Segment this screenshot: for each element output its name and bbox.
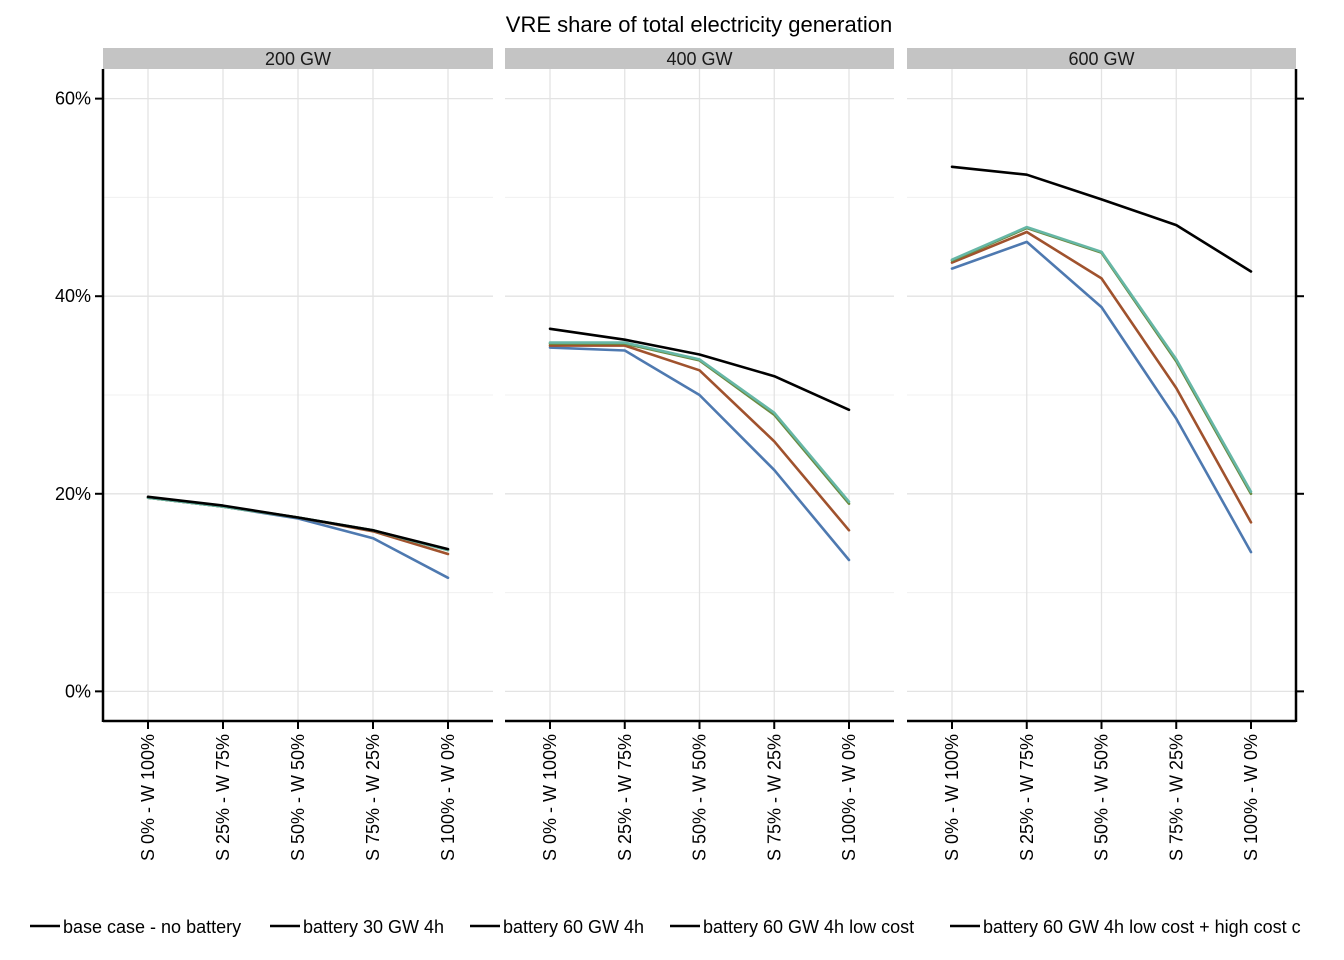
facet-strip-label: 600 GW [1068, 49, 1134, 69]
series-line [548, 327, 851, 412]
legend-label: battery 30 GW 4h [303, 917, 444, 937]
series-line [950, 240, 1253, 554]
chart-title: VRE share of total electricity generatio… [506, 12, 892, 37]
x-tick-label: S 50% - W 50% [1092, 734, 1112, 861]
series-line [548, 341, 851, 504]
panel-1: 200 GW S 0% - W 100% S 25% - W 75% S 50% - … [103, 48, 493, 861]
legend-label: battery 60 GW 4h low cost [703, 917, 914, 937]
x-tick-label: S 50% - W 50% [288, 734, 308, 861]
x-tick-label: S 0% - W 100% [540, 734, 560, 861]
y-tick-label: 60% [55, 89, 91, 109]
facet-strip-label: 200 GW [265, 49, 331, 69]
facet-strip-label: 400 GW [666, 49, 732, 69]
series-line [950, 225, 1253, 494]
x-tick-label: S 100% - W 0% [438, 734, 458, 861]
panel-3: 600 GW S 0% - W 100% S 25% - W 75% S 50% - … [907, 48, 1296, 861]
x-tick-label: S 100% - W 0% [839, 734, 859, 861]
panel-2: 400 GW S 0% - W 100% S 25% - W 75% S 50% - … [505, 48, 894, 861]
x-tick-label: S 25% - W 75% [615, 734, 635, 861]
x-tick-label: S 75% - W 25% [764, 734, 784, 861]
series-line [950, 165, 1253, 273]
facet-strip [505, 48, 894, 69]
x-tick-label: S 25% - W 75% [213, 734, 233, 861]
series-line [548, 346, 851, 562]
x-tick-label: S 50% - W 50% [690, 734, 710, 861]
x-tick-label: S 75% - W 25% [1166, 734, 1186, 861]
x-tick-label: S 0% - W 100% [138, 734, 158, 861]
facet-strip [907, 48, 1296, 69]
series-line [548, 344, 851, 532]
x-tick-label: S 0% - W 100% [942, 734, 962, 861]
legend-label: battery 60 GW 4h [503, 917, 644, 937]
x-tick-label: S 25% - W 75% [1017, 734, 1037, 861]
y-tick-label: 20% [55, 484, 91, 504]
facet-strip [103, 48, 493, 69]
series-line [950, 230, 1253, 524]
y-tick-label: 0% [65, 681, 91, 701]
legend: base case - no battery battery 30 GW 4h ba… [30, 917, 1301, 937]
legend-label: base case - no battery [63, 917, 241, 937]
series-line [146, 495, 450, 551]
legend-label: battery 60 GW 4h low cost + high cost c [983, 917, 1301, 937]
x-tick-label: S 100% - W 0% [1241, 734, 1261, 861]
y-tick-label: 40% [55, 286, 91, 306]
x-tick-label: S 75% - W 25% [363, 734, 383, 861]
plot-area: 200 GW S 0% - W 100% S 25% - W 75% S 50% - … [55, 48, 1304, 861]
